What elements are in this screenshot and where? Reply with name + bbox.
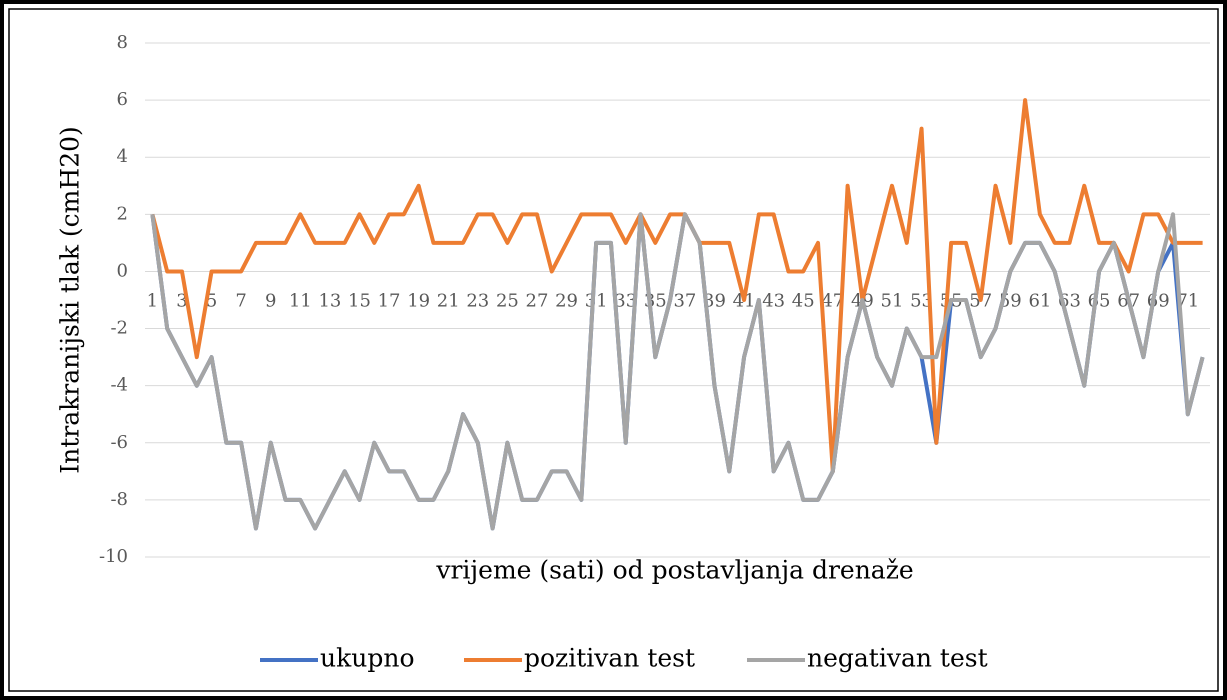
y-tick-label: -6: [110, 432, 128, 453]
x-tick-label: 23: [466, 290, 489, 311]
x-tick-label: 37: [673, 290, 696, 311]
x-tick-label: 29: [555, 290, 578, 311]
x-tick-label: 17: [378, 290, 401, 311]
y-tick-label: -4: [110, 375, 128, 396]
x-tick-label: 7: [235, 290, 246, 311]
x-tick-label: 5: [206, 290, 217, 311]
series-line: [150, 212, 1205, 531]
legend-label: pozitivan test: [524, 644, 695, 673]
y-tick-label: 4: [117, 146, 128, 167]
x-tick-label: 43: [762, 290, 785, 311]
x-tick-label: 11: [289, 290, 312, 311]
y-axis-label: Intrakranijski tlak (cmH20): [56, 126, 85, 474]
legend-label: negativan test: [807, 644, 988, 673]
x-tick-label: 9: [265, 290, 276, 311]
y-tick-label: 0: [117, 260, 128, 281]
x-tick-label: 33: [614, 290, 637, 311]
y-tick-label: -10: [99, 546, 128, 567]
x-tick-label: 27: [526, 290, 549, 311]
x-tick-label: 39: [703, 290, 726, 311]
x-tick-label: 51: [881, 290, 904, 311]
x-tick-label: 31: [585, 290, 608, 311]
frame-inner: [8, 8, 1219, 692]
y-tick-label: 8: [117, 32, 128, 53]
series-line: [150, 98, 1203, 474]
x-tick-label: 47: [821, 290, 844, 311]
legend-label: ukupno: [320, 644, 415, 673]
y-tick-label: 2: [117, 203, 128, 224]
x-tick-label: 61: [1028, 290, 1051, 311]
x-tick-label: 19: [407, 290, 430, 311]
x-tick-label: 45: [792, 290, 815, 311]
x-tick-label: 13: [318, 290, 341, 311]
x-tick-label: 21: [437, 290, 460, 311]
y-tick-label: 6: [117, 89, 128, 110]
y-tick-label: -2: [110, 318, 128, 339]
x-tick-label: 65: [1088, 290, 1111, 311]
x-tick-label: 25: [496, 290, 519, 311]
x-axis-label: vrijeme (sati) od postavljanja drenaže: [435, 556, 913, 585]
x-tick-label: 53: [910, 290, 933, 311]
y-tick-label: -8: [110, 489, 128, 510]
x-tick-label: 71: [1176, 290, 1199, 311]
x-tick-label: 15: [348, 290, 371, 311]
x-tick-label: 3: [176, 290, 187, 311]
x-tick-label: 1: [147, 290, 158, 311]
